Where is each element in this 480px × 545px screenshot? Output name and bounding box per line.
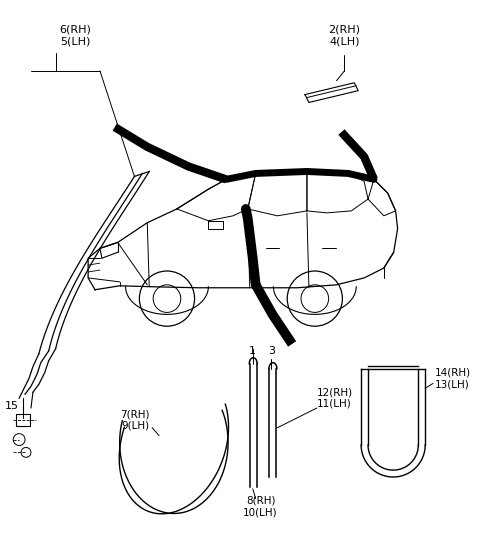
Text: 7(RH)
9(LH): 7(RH) 9(LH)	[120, 409, 149, 431]
Text: 15: 15	[5, 401, 19, 411]
Text: 1: 1	[249, 346, 256, 356]
Bar	[16, 414, 30, 426]
Text: 14(RH)
13(LH): 14(RH) 13(LH)	[435, 368, 471, 389]
Text: 12(RH)
11(LH): 12(RH) 11(LH)	[317, 387, 353, 409]
Text: 3: 3	[268, 346, 275, 356]
Text: 2(RH)
4(LH): 2(RH) 4(LH)	[328, 25, 360, 46]
Text: 6(RH)
5(LH): 6(RH) 5(LH)	[60, 25, 91, 46]
Text: 8(RH)
10(LH): 8(RH) 10(LH)	[243, 496, 278, 517]
